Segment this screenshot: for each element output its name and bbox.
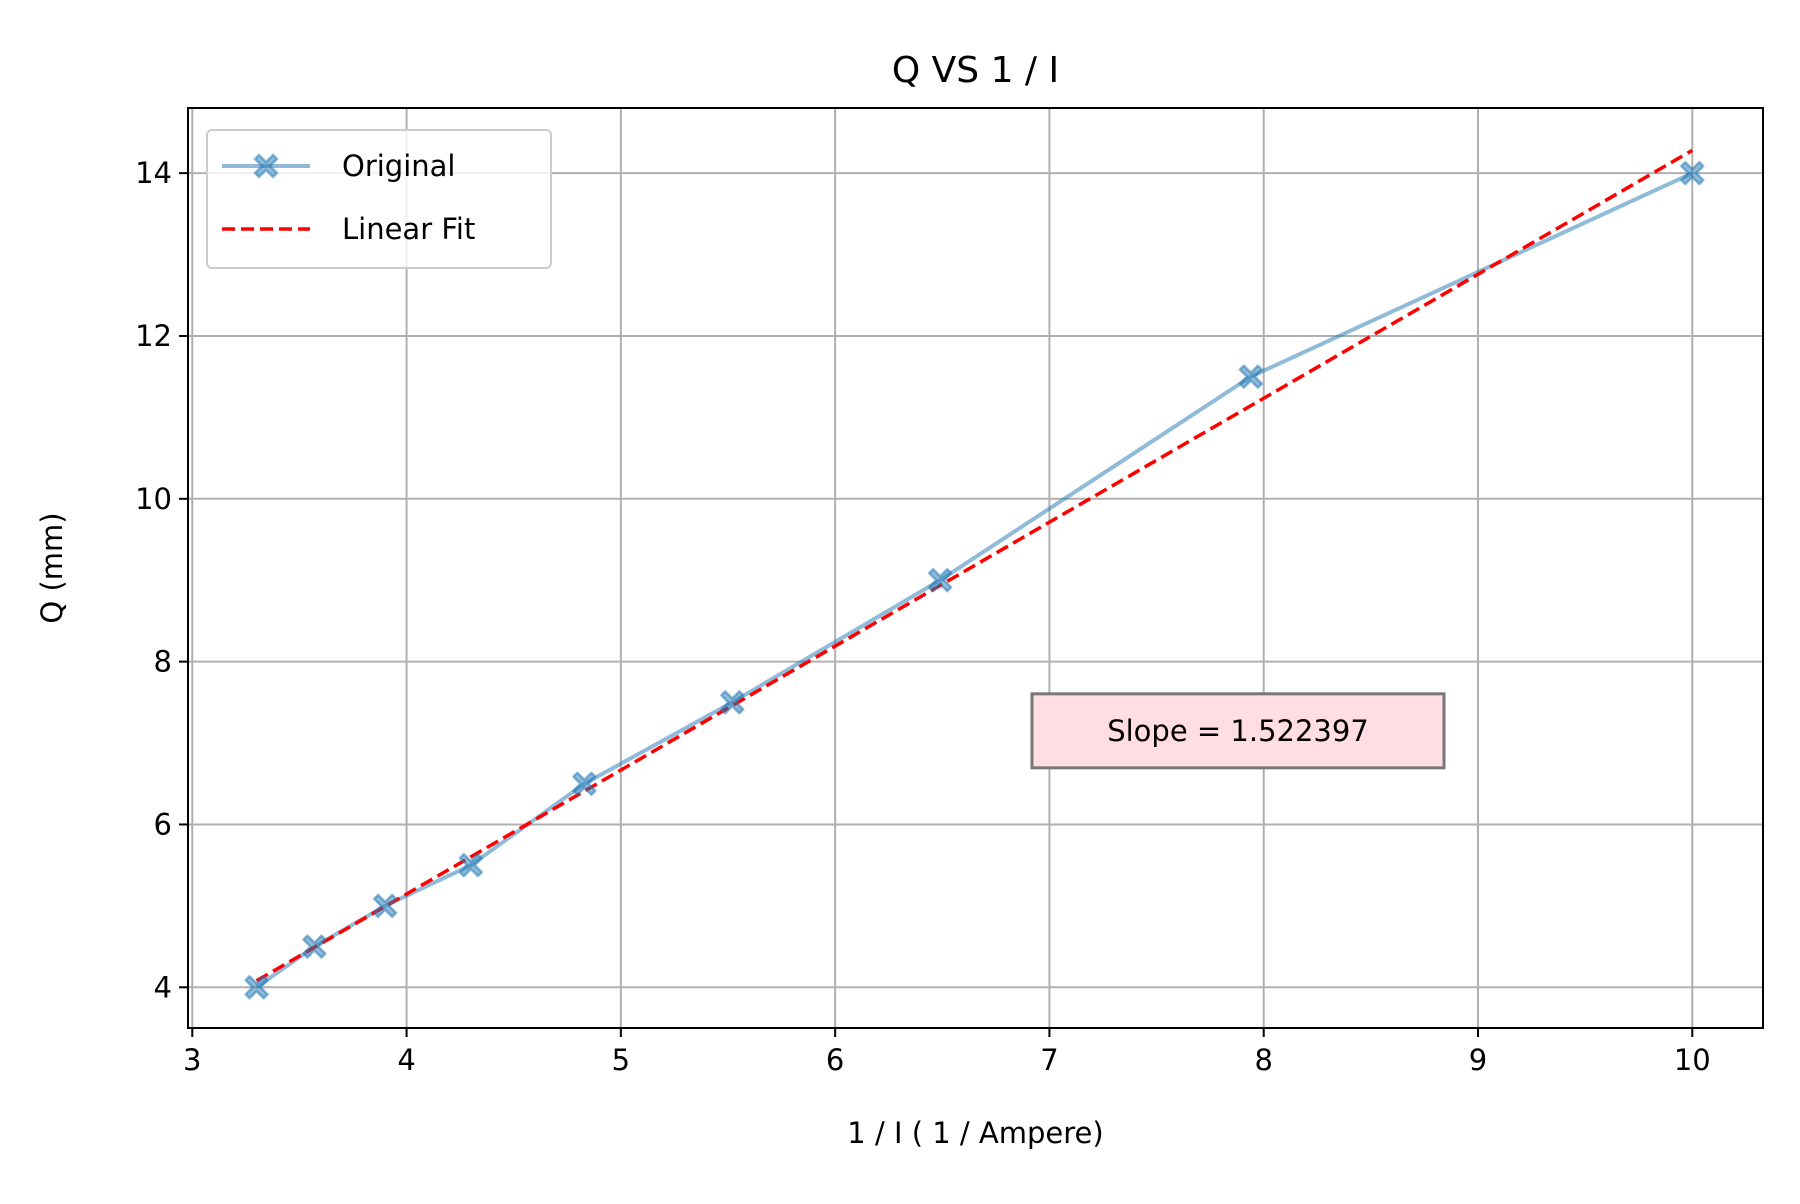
original-data-point — [458, 852, 484, 878]
y-tick-label: 14 — [135, 156, 172, 190]
x-tick-label: 5 — [612, 1043, 630, 1077]
original-data-point — [927, 567, 953, 593]
legend-original-label: Original — [342, 149, 455, 183]
y-axis-label: Q (mm) — [35, 512, 69, 623]
y-tick-label: 12 — [135, 319, 172, 353]
x-tick-label: 6 — [826, 1043, 844, 1077]
y-tick-label: 4 — [154, 970, 172, 1004]
grid — [188, 108, 1763, 1028]
slope-annotation-box — [1030, 692, 1446, 770]
y-tick-label: 8 — [154, 645, 172, 679]
original-data-point — [302, 934, 327, 959]
x-tick-label: 4 — [397, 1043, 415, 1077]
legend: Original Linear Fit — [206, 129, 552, 269]
x-tick-label: 10 — [1674, 1043, 1711, 1077]
chart-title: Q VS 1 / I — [892, 50, 1059, 91]
series-group — [244, 148, 1705, 1000]
x-tick-label: 9 — [1469, 1043, 1487, 1077]
legend-original-marker — [253, 153, 279, 179]
axes-frame — [187, 107, 1764, 1029]
x-tick-label: 8 — [1254, 1043, 1272, 1077]
y-tick-label: 10 — [135, 482, 172, 516]
linear-fit-line — [255, 148, 1694, 983]
legend-linear-fit-label: Linear Fit — [342, 212, 475, 246]
original-data-point — [1238, 364, 1264, 389]
original-data-point — [720, 690, 745, 715]
ticks: 3 4 5 6 7 8 9 10 4 6 8 10 12 14 — [135, 156, 1711, 1077]
slope-annotation: Slope = 1.522397 — [1030, 692, 1446, 770]
original-data-point — [244, 975, 269, 1000]
y-tick-label: 6 — [154, 807, 172, 841]
x-tick-label: 3 — [183, 1043, 201, 1077]
original-data-point — [1680, 160, 1705, 186]
x-axis-label: 1 / I ( 1 / Ampere) — [847, 1116, 1103, 1150]
original-data-point — [572, 771, 597, 797]
original-data-point — [372, 893, 398, 919]
slope-annotation-text: Slope = 1.522397 — [1107, 714, 1369, 748]
x-tick-label: 7 — [1040, 1043, 1058, 1077]
